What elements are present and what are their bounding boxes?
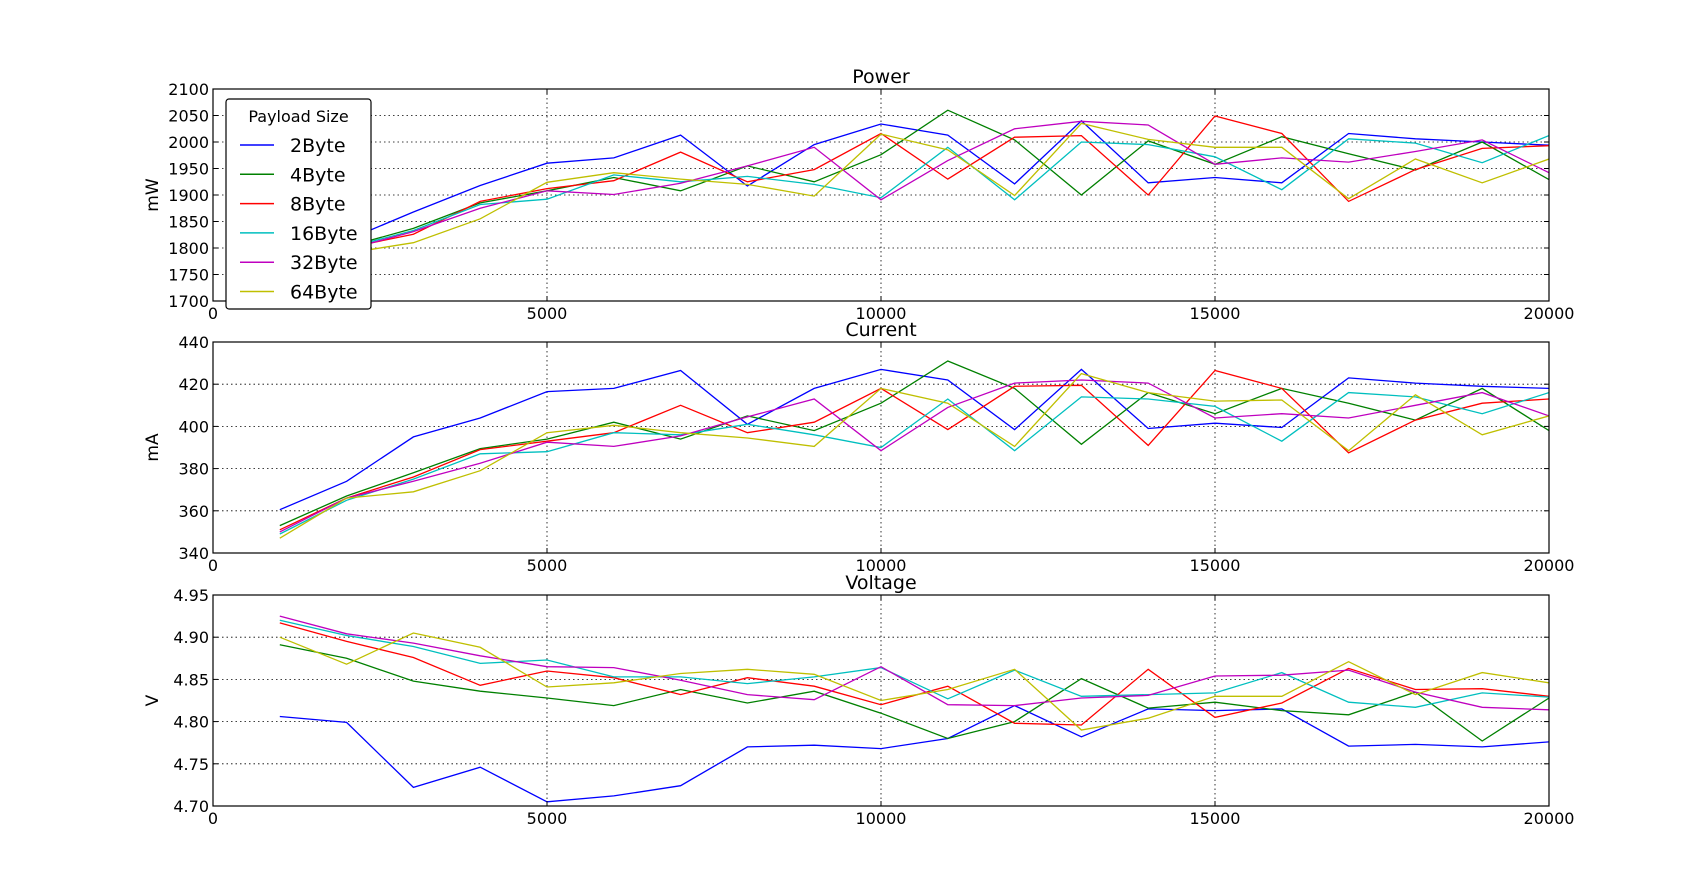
x-tick-label: 15000 (1190, 809, 1241, 828)
x-tick-label: 0 (208, 556, 218, 575)
y-tick-label: 440 (178, 333, 209, 352)
series-line-32byte (279, 615, 1549, 711)
x-tick-label: 10000 (856, 304, 907, 323)
legend-box (225, 98, 372, 310)
y-tick-label: 1800 (168, 239, 209, 258)
x-tick-label: 20000 (1524, 556, 1575, 575)
y-tick-label: 420 (178, 375, 209, 394)
x-tick-label: 15000 (1190, 304, 1241, 323)
x-tick-label: 20000 (1524, 809, 1575, 828)
y-tick-label: 340 (178, 544, 209, 563)
y-tick-label: 2050 (168, 107, 209, 126)
x-tick-label: 5000 (527, 304, 568, 323)
y-tick-label: 1850 (168, 213, 209, 232)
y-tick-label: 4.85 (173, 670, 209, 689)
series-line-16byte (279, 619, 1549, 708)
series-line-2byte (279, 119, 1549, 281)
series-group (279, 109, 1549, 291)
series-group (279, 615, 1549, 803)
series-line-64byte (279, 632, 1549, 731)
series-line-4byte (279, 109, 1549, 282)
x-tick-label: 10000 (856, 809, 907, 828)
legend-label: 8Byte (290, 194, 346, 216)
y-tick-label: 1950 (168, 160, 209, 179)
series-line-64byte (279, 122, 1549, 291)
y-tick-label: 1700 (168, 292, 209, 311)
series-line-64byte (279, 372, 1549, 539)
y-tick-label: 360 (178, 502, 209, 521)
y-tick-label: 4.75 (173, 755, 209, 774)
y-tick-label: 4.95 (173, 586, 209, 605)
y-tick-label: 1750 (168, 266, 209, 285)
x-tick-label: 10000 (856, 556, 907, 575)
series-line-2byte (279, 704, 1549, 803)
legend-label: 4Byte (290, 164, 346, 186)
legend-item: 64Byte (240, 282, 358, 304)
legend-label: 64Byte (290, 282, 358, 304)
y-tick-label: 4.80 (173, 713, 209, 732)
series-group (279, 360, 1549, 539)
y-tick-label: 380 (178, 460, 209, 479)
y-tick-label: 4.90 (173, 628, 209, 647)
y-tick-label: 2000 (168, 133, 209, 152)
x-tick-label: 15000 (1190, 556, 1241, 575)
y-tick-label: 400 (178, 417, 209, 436)
legend-item: 4Byte (240, 164, 346, 186)
x-tick-label: 5000 (527, 809, 568, 828)
x-tick-label: 0 (208, 809, 218, 828)
series-line-2byte (279, 368, 1549, 511)
y-tick-label: 4.70 (173, 797, 209, 816)
x-tick-label: 0 (208, 304, 218, 323)
legend-title: Payload Size (248, 107, 348, 126)
current-panel: 0 5000 10000 15000 20000 340 360 380 400 420 440 Cu… (143, 319, 1574, 575)
power-panel: 0 5000 10000 15000 20000 1700 1750 1800 1850 1900… (143, 66, 1574, 323)
series-line-32byte (279, 379, 1549, 533)
x-tick-label: 5000 (527, 556, 568, 575)
series-line-32byte (279, 120, 1549, 289)
legend-label: 32Byte (290, 252, 358, 274)
y-tick-label: 1900 (168, 186, 209, 205)
series-line-16byte (279, 134, 1549, 286)
y-axis-label: mA (143, 433, 163, 462)
legend-item: 8Byte (240, 194, 346, 216)
chart-title: Power (852, 66, 910, 88)
legend: Payload Size 2Byte 4Byte 8Byte 16Byte 32Byte 6… (225, 98, 372, 310)
legend-label: 16Byte (290, 223, 358, 245)
voltage-panel: 0 5000 10000 15000 20000 4.70 4.75 4.80 4.85 4.90… (143, 572, 1574, 828)
legend-item: 32Byte (240, 252, 358, 274)
y-axis-label: V (143, 694, 163, 706)
legend-item: 16Byte (240, 223, 358, 245)
chart-title: Voltage (845, 572, 916, 594)
x-tick-label: 20000 (1524, 304, 1575, 323)
y-tick-label: 2100 (168, 80, 209, 99)
series-line-4byte (279, 644, 1549, 742)
legend-item: 2Byte (240, 135, 346, 157)
legend-label: 2Byte (290, 135, 346, 157)
series-line-16byte (279, 391, 1549, 535)
chart-title: Current (845, 319, 916, 341)
y-axis-label: mW (143, 178, 163, 212)
